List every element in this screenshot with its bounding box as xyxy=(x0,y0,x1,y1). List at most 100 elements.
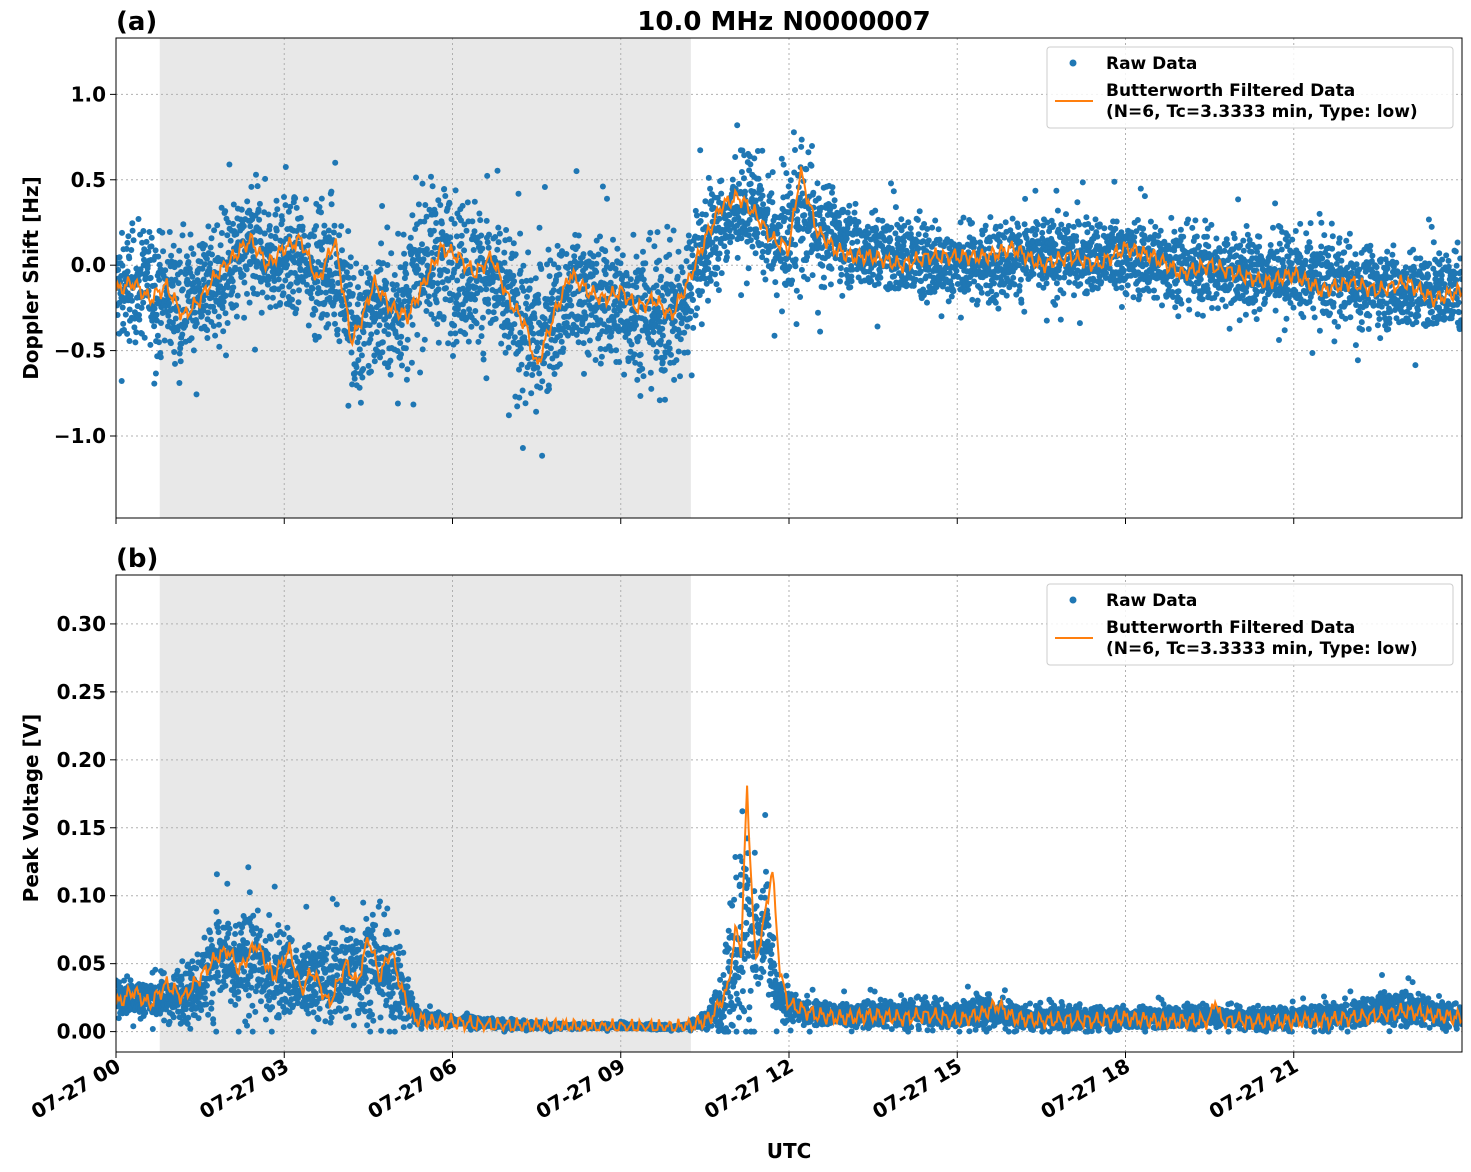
raw-data-point xyxy=(702,211,709,218)
raw-data-point xyxy=(511,334,518,341)
raw-data-point xyxy=(1134,217,1141,223)
raw-data-point xyxy=(1365,326,1372,332)
raw-data-point xyxy=(356,384,363,391)
raw-data-point xyxy=(515,190,522,197)
raw-data-point xyxy=(814,180,821,187)
raw-data-point xyxy=(804,276,811,283)
raw-data-point xyxy=(450,353,456,359)
raw-data-point xyxy=(1297,220,1304,227)
raw-data-point xyxy=(356,334,363,341)
raw-data-point xyxy=(538,266,545,272)
raw-data-point xyxy=(1171,228,1178,235)
raw-data-point xyxy=(693,212,700,219)
raw-data-point xyxy=(1196,243,1202,249)
raw-data-point xyxy=(321,230,328,237)
raw-data-point xyxy=(653,282,660,289)
raw-data-point xyxy=(414,331,421,338)
raw-data-point xyxy=(190,347,197,354)
raw-data-point xyxy=(383,279,390,286)
raw-data-point xyxy=(525,249,532,256)
raw-data-point xyxy=(305,242,312,249)
raw-data-point xyxy=(544,350,551,357)
raw-data-point xyxy=(805,149,812,156)
raw-data-point xyxy=(988,288,995,295)
raw-data-point xyxy=(266,223,273,229)
raw-data-point xyxy=(1077,281,1084,288)
raw-data-point xyxy=(335,280,342,286)
raw-data-point xyxy=(1202,217,1209,224)
raw-data-point xyxy=(604,195,610,202)
raw-data-point xyxy=(534,364,541,371)
raw-data-point xyxy=(360,329,367,336)
raw-data-point xyxy=(461,221,468,228)
raw-data-point xyxy=(124,268,131,275)
raw-data-point xyxy=(418,272,425,279)
raw-data-point xyxy=(478,232,485,239)
raw-data-point xyxy=(326,294,333,301)
raw-data-point xyxy=(633,253,640,260)
raw-data-point xyxy=(240,223,247,230)
raw-data-point xyxy=(1052,241,1059,248)
raw-data-point xyxy=(698,321,705,328)
raw-data-point xyxy=(790,129,797,136)
raw-data-point xyxy=(1347,314,1354,321)
raw-data-point xyxy=(1118,284,1125,291)
raw-data-point xyxy=(932,217,939,224)
raw-data-point xyxy=(891,273,898,280)
raw-data-point xyxy=(398,322,405,328)
raw-data-point xyxy=(727,239,734,246)
raw-data-point xyxy=(119,304,126,311)
raw-data-point xyxy=(815,309,821,316)
raw-data-point xyxy=(1244,231,1251,238)
raw-data-point xyxy=(707,277,714,284)
raw-data-point xyxy=(685,232,692,239)
raw-data-point xyxy=(254,183,261,190)
raw-data-point xyxy=(763,257,770,264)
raw-data-point xyxy=(887,236,894,243)
raw-data-point xyxy=(1353,261,1360,268)
raw-data-point xyxy=(119,262,126,269)
raw-data-point xyxy=(394,400,401,407)
raw-data-point xyxy=(924,299,930,306)
raw-data-point xyxy=(602,271,609,278)
raw-data-point xyxy=(246,299,253,306)
raw-data-point xyxy=(439,229,446,236)
raw-data-point xyxy=(1310,305,1317,312)
raw-data-point xyxy=(1242,311,1249,318)
raw-data-point xyxy=(877,274,884,281)
raw-data-point xyxy=(303,281,310,288)
raw-data-point xyxy=(494,167,501,174)
raw-data-point xyxy=(387,371,394,378)
raw-data-point xyxy=(494,246,501,253)
raw-data-point xyxy=(760,201,767,208)
raw-data-point xyxy=(294,279,301,286)
raw-data-point xyxy=(1224,241,1231,248)
raw-data-point xyxy=(1054,207,1061,214)
raw-data-point xyxy=(131,315,138,322)
raw-data-point xyxy=(154,332,161,339)
raw-data-point xyxy=(116,312,121,318)
raw-data-point xyxy=(277,267,284,274)
raw-data-point xyxy=(616,359,623,365)
raw-data-point xyxy=(188,245,195,252)
raw-data-point xyxy=(166,300,173,307)
raw-data-point xyxy=(673,357,680,364)
raw-data-point xyxy=(433,220,440,226)
raw-data-point xyxy=(1017,276,1024,283)
raw-data-point xyxy=(647,229,654,236)
raw-data-point xyxy=(156,339,162,346)
raw-data-point xyxy=(1369,252,1376,259)
raw-data-point xyxy=(522,400,529,407)
raw-data-point xyxy=(1316,327,1323,334)
raw-data-point xyxy=(128,247,135,253)
raw-data-point xyxy=(657,337,664,344)
raw-data-point xyxy=(419,180,426,187)
raw-data-point xyxy=(532,275,539,282)
raw-data-point xyxy=(255,260,262,267)
raw-data-point xyxy=(603,258,610,265)
raw-data-point xyxy=(1074,199,1081,206)
raw-data-point xyxy=(935,226,942,233)
raw-data-point xyxy=(126,338,133,344)
raw-data-point xyxy=(681,329,688,336)
raw-data-point xyxy=(581,299,588,306)
